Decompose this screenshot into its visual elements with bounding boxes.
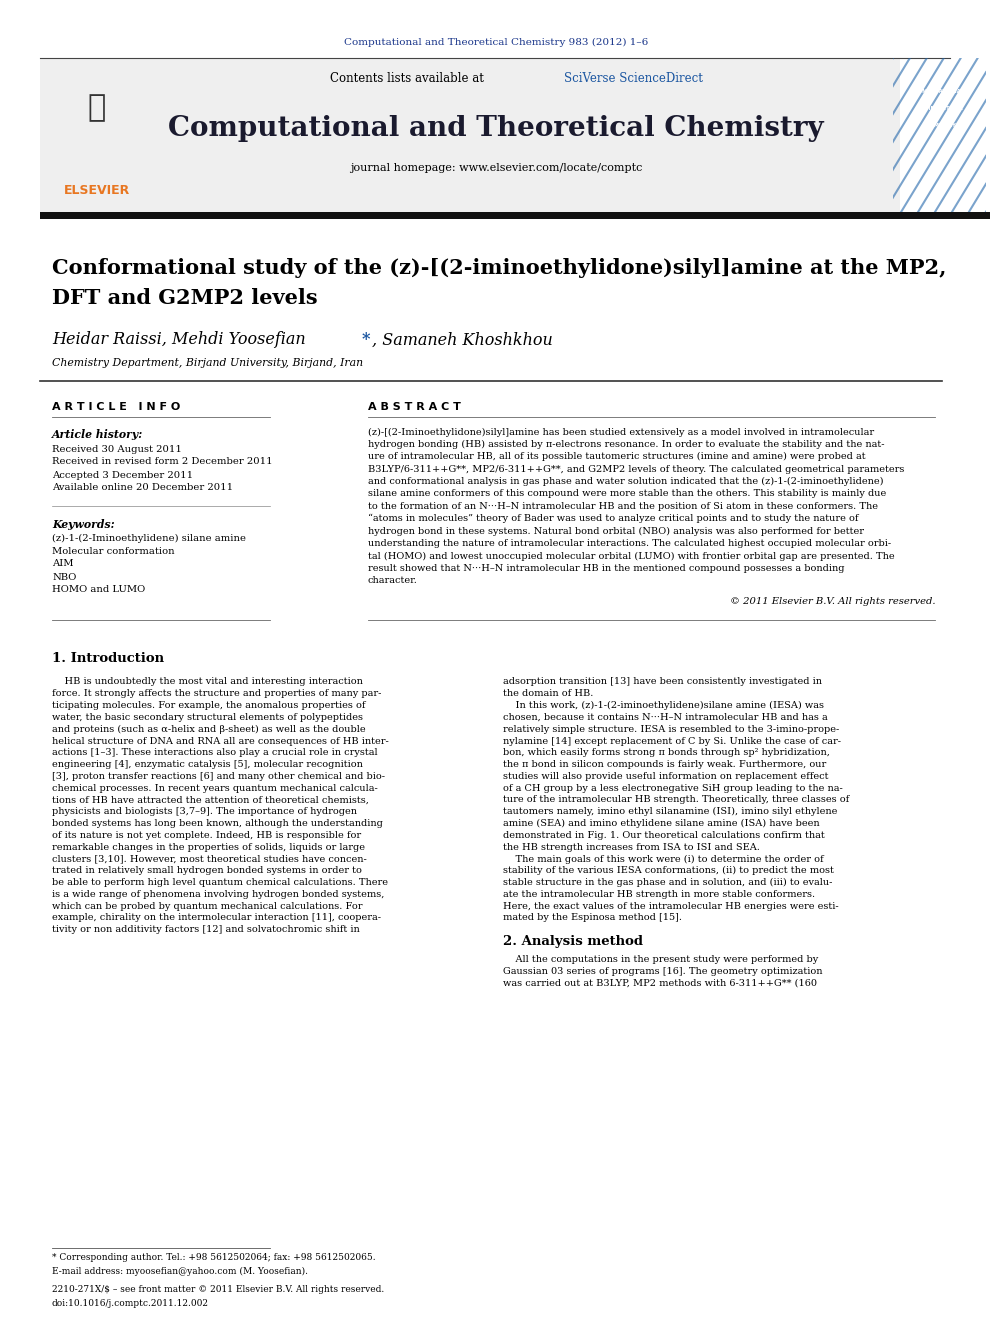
Text: tions of HB have attracted the attention of theoretical chemists,: tions of HB have attracted the attention… (52, 795, 369, 804)
Text: journal homepage: www.elsevier.com/locate/comptc: journal homepage: www.elsevier.com/locat… (350, 163, 642, 173)
Text: [3], proton transfer reactions [6] and many other chemical and bio-: [3], proton transfer reactions [6] and m… (52, 771, 385, 781)
Text: 2. Analysis method: 2. Analysis method (503, 935, 643, 949)
Text: bon, which easily forms strong π bonds through sp² hybridization,: bon, which easily forms strong π bonds t… (503, 749, 830, 757)
Text: Here, the exact values of the intramolecular HB energies were esti-: Here, the exact values of the intramolec… (503, 902, 838, 910)
Bar (40, 212, 990, 220)
Text: of its nature is not yet complete. Indeed, HB is responsible for: of its nature is not yet complete. Indee… (52, 831, 361, 840)
Text: hydrogen bonding (HB) assisted by π-electrons resonance. In order to evaluate th: hydrogen bonding (HB) assisted by π-elec… (368, 439, 885, 448)
Text: * Corresponding author. Tel.: +98 5612502064; fax: +98 5612502065.: * Corresponding author. Tel.: +98 561250… (52, 1253, 376, 1262)
Text: © 2011 Elsevier B.V. All rights reserved.: © 2011 Elsevier B.V. All rights reserved… (729, 597, 935, 606)
Text: force. It strongly affects the structure and properties of many par-: force. It strongly affects the structure… (52, 689, 381, 699)
Text: result showed that N···H–N intramolecular HB in the mentioned compound possesses: result showed that N···H–N intramolecula… (368, 564, 844, 573)
Text: the HB strength increases from ISA to ISI and SEA.: the HB strength increases from ISA to IS… (503, 843, 760, 852)
Text: A B S T R A C T: A B S T R A C T (368, 402, 461, 411)
Text: Gaussian 03 series of programs [16]. The geometry optimization: Gaussian 03 series of programs [16]. The… (503, 967, 822, 976)
Text: E-mail address: myoosefian@yahoo.com (M. Yoosefian).: E-mail address: myoosefian@yahoo.com (M.… (52, 1266, 308, 1275)
Text: ure of intramolecular HB, all of its possible tautomeric structures (imine and a: ure of intramolecular HB, all of its pos… (368, 452, 866, 462)
Text: which can be probed by quantum mechanical calculations. For: which can be probed by quantum mechanica… (52, 902, 362, 910)
Text: HOMO and LUMO: HOMO and LUMO (52, 586, 145, 594)
Text: remarkable changes in the properties of solids, liquids or large: remarkable changes in the properties of … (52, 843, 365, 852)
Text: example, chirality on the intermolecular interaction [11], coopera-: example, chirality on the intermolecular… (52, 913, 381, 922)
Text: Contents lists available at: Contents lists available at (330, 71, 488, 85)
Text: hydrogen bond in these systems. Natural bond orbital (NBO) analysis was also per: hydrogen bond in these systems. Natural … (368, 527, 864, 536)
Text: Computational and Theoretical Chemistry 983 (2012) 1–6: Computational and Theoretical Chemistry … (344, 37, 648, 46)
Text: and conformational analysis in gas phase and water solution indicated that the (: and conformational analysis in gas phase… (368, 478, 884, 486)
Text: 1. Introduction: 1. Introduction (52, 651, 164, 664)
Text: “atoms in molecules” theory of Bader was used to analyze critical points and to : “atoms in molecules” theory of Bader was… (368, 515, 858, 524)
Text: All the computations in the present study were performed by: All the computations in the present stud… (503, 955, 818, 964)
Bar (40, 58, 900, 216)
Text: doi:10.1016/j.comptc.2011.12.002: doi:10.1016/j.comptc.2011.12.002 (52, 1298, 209, 1307)
Text: tivity or non additivity factors [12] and solvatochromic shift in: tivity or non additivity factors [12] an… (52, 925, 360, 934)
Text: B3LYP/6-311++G**, MP2/6-311++G**, and G2MP2 levels of theory. The calculated geo: B3LYP/6-311++G**, MP2/6-311++G**, and G2… (368, 464, 905, 474)
Text: *: * (362, 332, 370, 348)
Text: Accepted 3 December 2011: Accepted 3 December 2011 (52, 471, 193, 479)
Text: (z)-[(2-Iminoethylidone)silyl]amine has been studied extensively as a model invo: (z)-[(2-Iminoethylidone)silyl]amine has … (368, 427, 874, 437)
Text: DFT and G2MP2 levels: DFT and G2MP2 levels (52, 288, 317, 308)
Text: and proteins (such as α-helix and β-sheet) as well as the double: and proteins (such as α-helix and β-shee… (52, 725, 366, 734)
Text: The main goals of this work were (i) to determine the order of: The main goals of this work were (i) to … (503, 855, 823, 864)
Text: chosen, because it contains N···H–N intramolecular HB and has a: chosen, because it contains N···H–N intr… (503, 713, 827, 722)
Text: amine (SEA) and imino ethylidene silane amine (ISA) have been: amine (SEA) and imino ethylidene silane … (503, 819, 819, 828)
Text: be able to perform high level quantum chemical calculations. There: be able to perform high level quantum ch… (52, 878, 388, 888)
Text: COMPUTATIONAL: COMPUTATIONAL (915, 90, 964, 94)
Text: was carried out at B3LYP, MP2 methods with 6-311++G** (160: was carried out at B3LYP, MP2 methods wi… (503, 979, 817, 988)
Text: 2210-271X/$ – see front matter © 2011 Elsevier B.V. All rights reserved.: 2210-271X/$ – see front matter © 2011 El… (52, 1286, 384, 1294)
Text: nylamine [14] except replacement of C by Si. Unlike the case of car-: nylamine [14] except replacement of C by… (503, 737, 841, 745)
Text: is a wide range of phenomena involving hydrogen bonded systems,: is a wide range of phenomena involving h… (52, 890, 384, 898)
Text: stability of the various IESA conformations, (ii) to predict the most: stability of the various IESA conformati… (503, 867, 834, 876)
Text: Computational and Theoretical Chemistry: Computational and Theoretical Chemistry (169, 115, 823, 142)
Text: mated by the Espinosa method [15].: mated by the Espinosa method [15]. (503, 913, 682, 922)
Text: Article history:: Article history: (52, 429, 143, 439)
Text: Received 30 August 2011: Received 30 August 2011 (52, 445, 182, 454)
Text: trated in relatively small hydrogen bonded systems in order to: trated in relatively small hydrogen bond… (52, 867, 362, 876)
Text: ticipating molecules. For example, the anomalous properties of: ticipating molecules. For example, the a… (52, 701, 365, 710)
Text: actions [1–3]. These interactions also play a crucial role in crystal: actions [1–3]. These interactions also p… (52, 749, 378, 757)
Text: , Samaneh Khoshkhou: , Samaneh Khoshkhou (372, 332, 553, 348)
Text: Conformational study of the (z)-[(2-iminoethylidone)silyl]amine at the MP2,: Conformational study of the (z)-[(2-imin… (52, 258, 946, 278)
Text: helical structure of DNA and RNA all are consequences of HB inter-: helical structure of DNA and RNA all are… (52, 737, 389, 745)
Text: adsorption transition [13] have been consistently investigated in: adsorption transition [13] have been con… (503, 677, 822, 687)
Text: relatively simple structure. IESA is resembled to the 3-imino-prope-: relatively simple structure. IESA is res… (503, 725, 839, 734)
Text: A R T I C L E   I N F O: A R T I C L E I N F O (52, 402, 181, 411)
Text: stable structure in the gas phase and in solution, and (iii) to evalu-: stable structure in the gas phase and in… (503, 878, 832, 888)
Text: ELSEVIER: ELSEVIER (63, 184, 130, 197)
Text: Heidar Raissi, Mehdi Yoosefian: Heidar Raissi, Mehdi Yoosefian (52, 332, 310, 348)
Text: CHEMISTRY: CHEMISTRY (923, 123, 956, 128)
Text: Received in revised form 2 December 2011: Received in revised form 2 December 2011 (52, 458, 273, 467)
Text: Keywords:: Keywords: (52, 519, 115, 529)
Text: physicists and biologists [3,7–9]. The importance of hydrogen: physicists and biologists [3,7–9]. The i… (52, 807, 357, 816)
Text: ate the intramolecular HB strength in more stable conformers.: ate the intramolecular HB strength in mo… (503, 890, 815, 898)
Text: NBO: NBO (52, 573, 76, 582)
Text: studies will also provide useful information on replacement effect: studies will also provide useful informa… (503, 771, 828, 781)
Text: chemical processes. In recent years quantum mechanical calcula-: chemical processes. In recent years quan… (52, 783, 378, 792)
Text: to the formation of an N···H–N intramolecular HB and the position of Si atom in : to the formation of an N···H–N intramole… (368, 501, 878, 511)
Text: 🌳: 🌳 (87, 93, 106, 122)
Text: silane amine conformers of this compound were more stable than the others. This : silane amine conformers of this compound… (368, 490, 886, 499)
Text: HB is undoubtedly the most vital and interesting interaction: HB is undoubtedly the most vital and int… (52, 677, 363, 687)
Text: bonded systems has long been known, although the understanding: bonded systems has long been known, alth… (52, 819, 383, 828)
Text: tal (HOMO) and lowest unoccupied molecular orbital (LUMO) with frontier orbital : tal (HOMO) and lowest unoccupied molecul… (368, 552, 895, 561)
Text: engineering [4], enzymatic catalysis [5], molecular recognition: engineering [4], enzymatic catalysis [5]… (52, 761, 363, 769)
Text: tautomers namely, imino ethyl silanamine (ISI), imino silyl ethylene: tautomers namely, imino ethyl silanamine… (503, 807, 837, 816)
Text: ture of the intramolecular HB strength. Theoretically, three classes of: ture of the intramolecular HB strength. … (503, 795, 849, 804)
Text: Chemistry Department, Birjand University, Birjand, Iran: Chemistry Department, Birjand University… (52, 359, 363, 368)
Text: character.: character. (368, 577, 418, 585)
Text: Available online 20 December 2011: Available online 20 December 2011 (52, 483, 233, 492)
Text: the π bond in silicon compounds is fairly weak. Furthermore, our: the π bond in silicon compounds is fairl… (503, 761, 826, 769)
Text: SciVerse ScienceDirect: SciVerse ScienceDirect (564, 71, 703, 85)
Text: the domain of HB.: the domain of HB. (503, 689, 593, 699)
Text: demonstrated in Fig. 1. Our theoretical calculations confirm that: demonstrated in Fig. 1. Our theoretical … (503, 831, 824, 840)
Text: AIM: AIM (52, 560, 73, 569)
Text: clusters [3,10]. However, most theoretical studies have concen-: clusters [3,10]. However, most theoretic… (52, 855, 367, 864)
Text: In this work, (z)-1-(2-iminoethylidene)silane amine (IESA) was: In this work, (z)-1-(2-iminoethylidene)s… (503, 701, 824, 710)
Text: & THEORETICAL: & THEORETICAL (916, 106, 963, 111)
Text: water, the basic secondary structural elements of polypeptides: water, the basic secondary structural el… (52, 713, 363, 722)
Text: (z)-1-(2-Iminoethylidene) silane amine: (z)-1-(2-Iminoethylidene) silane amine (52, 533, 246, 542)
Text: understanding the nature of intramolecular interactions. The calculated highest : understanding the nature of intramolecul… (368, 538, 891, 548)
Text: Molecular conformation: Molecular conformation (52, 546, 175, 556)
Text: of a CH group by a less electronegative SiH group leading to the na-: of a CH group by a less electronegative … (503, 783, 843, 792)
